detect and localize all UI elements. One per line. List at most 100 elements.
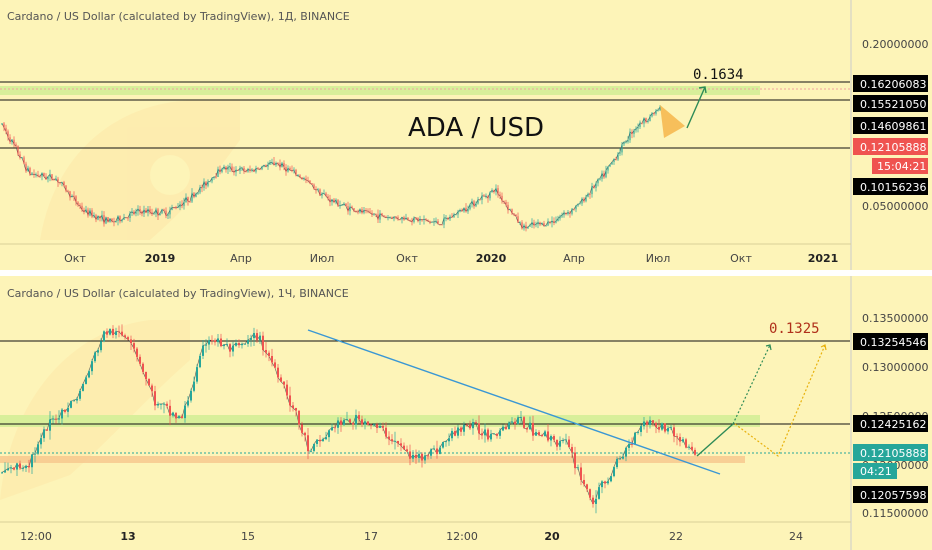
top-time-axis[interactable]: Окт 2019 Апр Июл Окт 2020 Апр Июл Окт 2021 bbox=[64, 252, 838, 265]
top-candle-202 bbox=[405, 213, 407, 220]
top-candle-326 bbox=[653, 112, 655, 116]
top-candle-47 bbox=[95, 213, 97, 223]
bottom-candle-62 bbox=[187, 395, 189, 408]
top-candle-173 bbox=[347, 201, 349, 215]
top-candle-116 bbox=[233, 166, 235, 176]
bottom-candle-203 bbox=[610, 475, 612, 483]
top-price-axis[interactable] bbox=[851, 0, 932, 270]
bottom-candle-186 bbox=[559, 436, 561, 451]
chart-title[interactable]: ADA / USD bbox=[408, 113, 544, 143]
top-candle-2 bbox=[5, 124, 7, 135]
bottom-candle-209 bbox=[628, 439, 630, 452]
bottom-candle-109 bbox=[328, 429, 330, 442]
top-candle-275 bbox=[551, 216, 553, 228]
bottom-candle-89 bbox=[268, 350, 270, 362]
bottom-candle-214 bbox=[643, 416, 645, 430]
bottom-candle-152 bbox=[457, 424, 459, 439]
top-candle-305 bbox=[611, 161, 613, 165]
top-candle-76 bbox=[153, 211, 155, 215]
top-candle-213 bbox=[427, 219, 429, 223]
top-candle-140 bbox=[281, 161, 283, 168]
top-candle-24 bbox=[49, 169, 51, 182]
top-candle-105 bbox=[211, 177, 213, 184]
top-candle-86 bbox=[173, 206, 175, 209]
top-candle-258 bbox=[517, 212, 519, 224]
top-candle-120 bbox=[241, 166, 243, 171]
top-candle-15 bbox=[31, 172, 33, 176]
top-candle-192 bbox=[385, 215, 387, 218]
top-candle-19 bbox=[39, 174, 41, 178]
bottom-candle-112 bbox=[337, 417, 339, 434]
top-candle-167 bbox=[335, 198, 337, 205]
bottom-candle-211 bbox=[634, 431, 636, 445]
bottom-candle-50 bbox=[151, 383, 153, 398]
projection-dotted-yellow[interactable] bbox=[734, 344, 826, 457]
top-candle-257 bbox=[515, 214, 517, 217]
top-candle-200 bbox=[401, 216, 403, 224]
bottom-time-axis[interactable]: 12:00 13 15 17 12:00 20 22 24 bbox=[20, 530, 803, 543]
top-candle-3 bbox=[7, 129, 9, 141]
projection-solid[interactable] bbox=[696, 423, 734, 457]
top-candle-78 bbox=[157, 207, 159, 220]
top-candle-96 bbox=[193, 192, 195, 199]
top-candle-183 bbox=[367, 208, 369, 214]
top-candle-234 bbox=[469, 203, 471, 211]
bottom-candle-165 bbox=[496, 433, 498, 439]
panel-separator[interactable] bbox=[0, 270, 932, 276]
bottom-price-axis[interactable] bbox=[851, 276, 932, 550]
top-candle-133 bbox=[267, 161, 269, 170]
top-candle-87 bbox=[175, 205, 177, 210]
bottom-panel[interactable]: 0.1325 Cardano / US Dollar (calculated b… bbox=[0, 276, 932, 550]
top-candle-64 bbox=[129, 210, 131, 222]
top-current-price-tag bbox=[853, 138, 928, 155]
bottom-candle-52 bbox=[157, 401, 159, 409]
top-candle-322 bbox=[645, 117, 647, 124]
top-candle-54 bbox=[109, 217, 111, 223]
top-candle-150 bbox=[301, 177, 303, 180]
bottom-candle-217 bbox=[652, 420, 654, 427]
bottom-candle-204 bbox=[613, 466, 615, 478]
bottom-time-label-5: 20 bbox=[544, 530, 560, 543]
bottom-candle-130 bbox=[391, 434, 393, 445]
top-candle-246 bbox=[493, 189, 495, 194]
bottom-candle-115 bbox=[346, 411, 348, 421]
projection-dotted-green[interactable] bbox=[732, 344, 771, 425]
bottom-candle-133 bbox=[400, 438, 402, 452]
bottom-candle-22 bbox=[67, 402, 69, 418]
top-candle-328 bbox=[657, 108, 659, 112]
top-candle-319 bbox=[639, 120, 641, 130]
bottom-candle-208 bbox=[625, 446, 627, 462]
breakout-arrow[interactable] bbox=[686, 86, 706, 129]
top-candle-49 bbox=[99, 215, 101, 222]
top-candle-56 bbox=[113, 217, 115, 227]
top-candle-114 bbox=[229, 162, 231, 172]
top-candle-271 bbox=[543, 220, 545, 227]
bottom-candle-36 bbox=[109, 328, 111, 336]
bottom-candle-11 bbox=[34, 447, 36, 463]
target-label-lower[interactable]: 0.1325 bbox=[769, 321, 820, 337]
bottom-candle-196 bbox=[589, 488, 591, 501]
top-candle-77 bbox=[155, 207, 157, 218]
bottom-candle-167 bbox=[502, 424, 504, 432]
bottom-candle-139 bbox=[418, 450, 420, 463]
bottom-candle-192 bbox=[577, 464, 579, 471]
top-candle-110 bbox=[221, 167, 223, 174]
bottom-candle-223 bbox=[670, 425, 672, 430]
top-candle-250 bbox=[501, 192, 503, 204]
top-panel[interactable]: 0.1634 ADA / USD Cardano / US Dollar (ca… bbox=[0, 0, 932, 270]
bottom-candle-96 bbox=[289, 386, 291, 412]
bottom-candle-66 bbox=[199, 353, 201, 369]
top-candle-102 bbox=[205, 181, 207, 190]
bottom-candle-151 bbox=[454, 426, 456, 437]
triangle-pattern[interactable] bbox=[660, 105, 685, 138]
bottom-candle-150 bbox=[451, 428, 453, 442]
bottom-candle-215 bbox=[646, 420, 648, 433]
target-label[interactable]: 0.1634 bbox=[693, 67, 744, 83]
bottom-candle-71 bbox=[214, 338, 216, 346]
bottom-candle-168 bbox=[505, 423, 507, 430]
bottom-candle-42 bbox=[127, 335, 129, 341]
top-candle-126 bbox=[253, 168, 255, 173]
descending-trendline[interactable] bbox=[307, 329, 721, 475]
